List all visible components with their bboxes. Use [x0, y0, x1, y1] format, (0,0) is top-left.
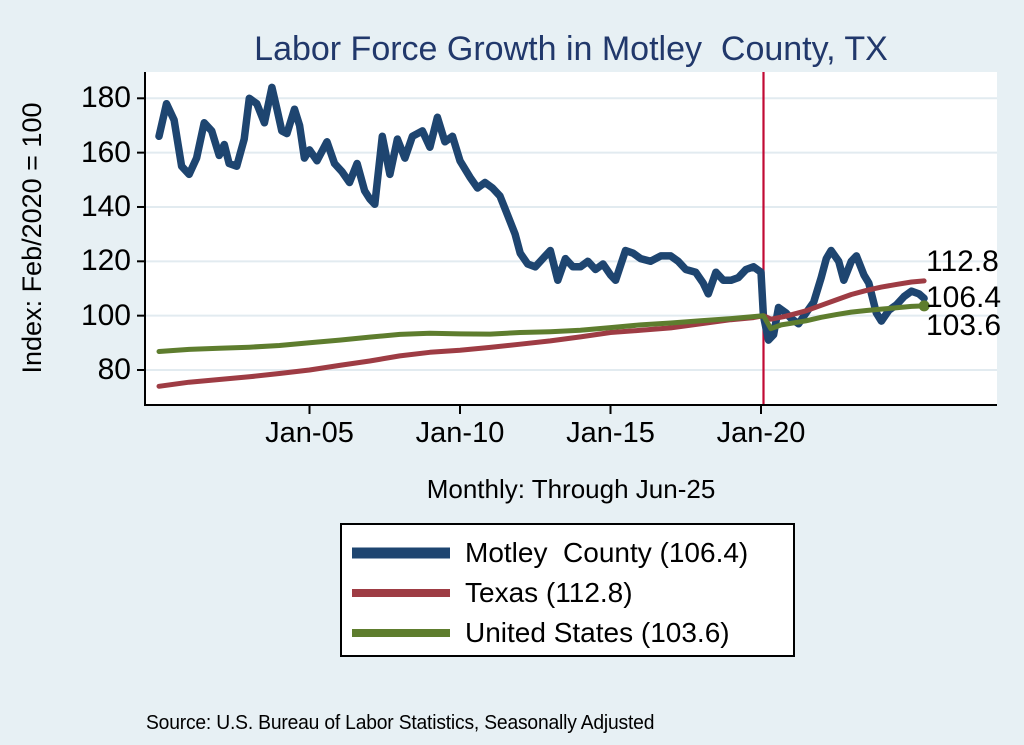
- x-tick-label-Jan-15: Jan-15: [566, 417, 655, 449]
- legend-swatch-texas: [352, 589, 450, 597]
- source-notes: Source: U.S. Bureau of Labor Statistics,…: [146, 668, 829, 745]
- chart-subtitle: Monthly: Through Jun-25: [426, 474, 716, 504]
- x-tick-label-Jan-05: Jan-05: [265, 417, 354, 449]
- plot-background: [145, 72, 997, 405]
- legend-item-texas: Texas (112.8): [342, 573, 793, 613]
- series-end-value-texas: 112.8: [926, 244, 999, 278]
- legend-item-united-states: United States (103.6): [342, 613, 793, 653]
- series-end-dot: [918, 300, 930, 312]
- series-end-value-united-states: 103.6: [926, 308, 1002, 342]
- series-line-united-states: [156, 303, 927, 354]
- y-axis-title: Index: Feb/2020 = 100: [17, 102, 47, 374]
- series-end-value-motley-county: 106.4: [926, 281, 1002, 315]
- chart-title: Labor Force Growth in Motley County, TX: [254, 30, 888, 68]
- legend-label-texas: Texas (112.8): [465, 577, 633, 608]
- source-line: Source: U.S. Bureau of Labor Statistics,…: [146, 711, 655, 734]
- x-tick-label-Jan-10: Jan-10: [415, 417, 505, 449]
- legend-swatch-united-states: [352, 629, 450, 637]
- y-tick-label-140: 140: [80, 189, 131, 223]
- legend-label-motley-county: Motley County (106.4): [465, 537, 749, 568]
- legend: Motley County (106.4) Texas (112.8) Unit…: [340, 523, 795, 657]
- y-tick-label-120: 120: [80, 244, 131, 278]
- legend-label-united-states: United States (103.6): [465, 617, 730, 648]
- x-tick-label-Jan-20: Jan-20: [716, 417, 806, 449]
- series-line-texas: [156, 278, 927, 389]
- y-tick-label-180: 180: [80, 81, 131, 115]
- y-tick-label-100: 100: [80, 298, 131, 332]
- y-tick-label-160: 160: [80, 135, 131, 169]
- y-tick-label-80: 80: [97, 353, 131, 386]
- legend-item-motley-county: Motley County (106.4): [342, 533, 793, 573]
- legend-swatch-motley-county: [352, 547, 450, 559]
